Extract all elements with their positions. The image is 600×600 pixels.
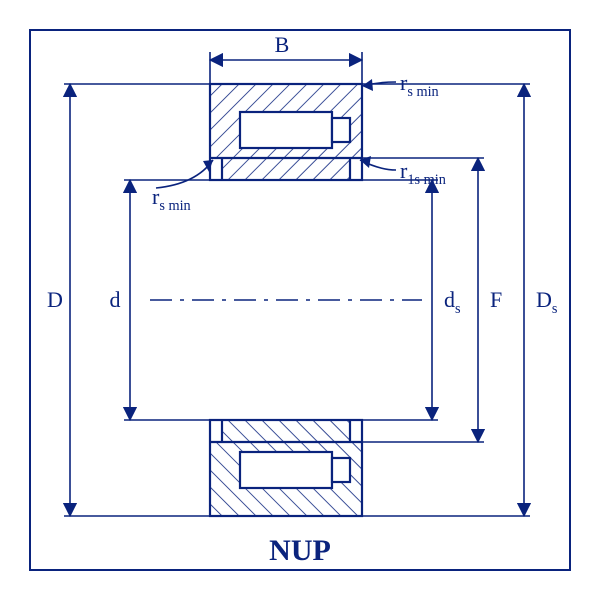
dim-rs-left	[156, 160, 213, 188]
bearing-top-section	[210, 84, 362, 180]
label-D: D	[47, 287, 63, 312]
label-ds: ds	[444, 287, 461, 317]
bearing-diagram: B D d rs min r1s min rs min	[0, 0, 600, 600]
label-F: F	[490, 287, 502, 312]
label-d: d	[110, 287, 121, 312]
diagram-title: NUP	[269, 534, 331, 567]
label-Ds: Ds	[536, 287, 558, 317]
label-rs-left: rs min	[152, 184, 191, 214]
dim-rs-upper	[362, 79, 396, 91]
bearing-bottom-section	[210, 420, 362, 516]
label-rs-upper: rs min	[400, 70, 439, 100]
label-r1s: r1s min	[400, 158, 446, 188]
label-B: B	[275, 32, 290, 57]
dim-D	[64, 84, 210, 516]
